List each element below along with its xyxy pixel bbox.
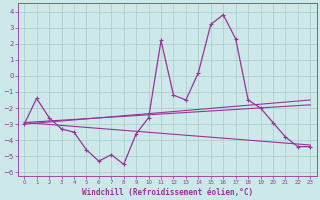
X-axis label: Windchill (Refroidissement éolien,°C): Windchill (Refroidissement éolien,°C) — [82, 188, 253, 197]
